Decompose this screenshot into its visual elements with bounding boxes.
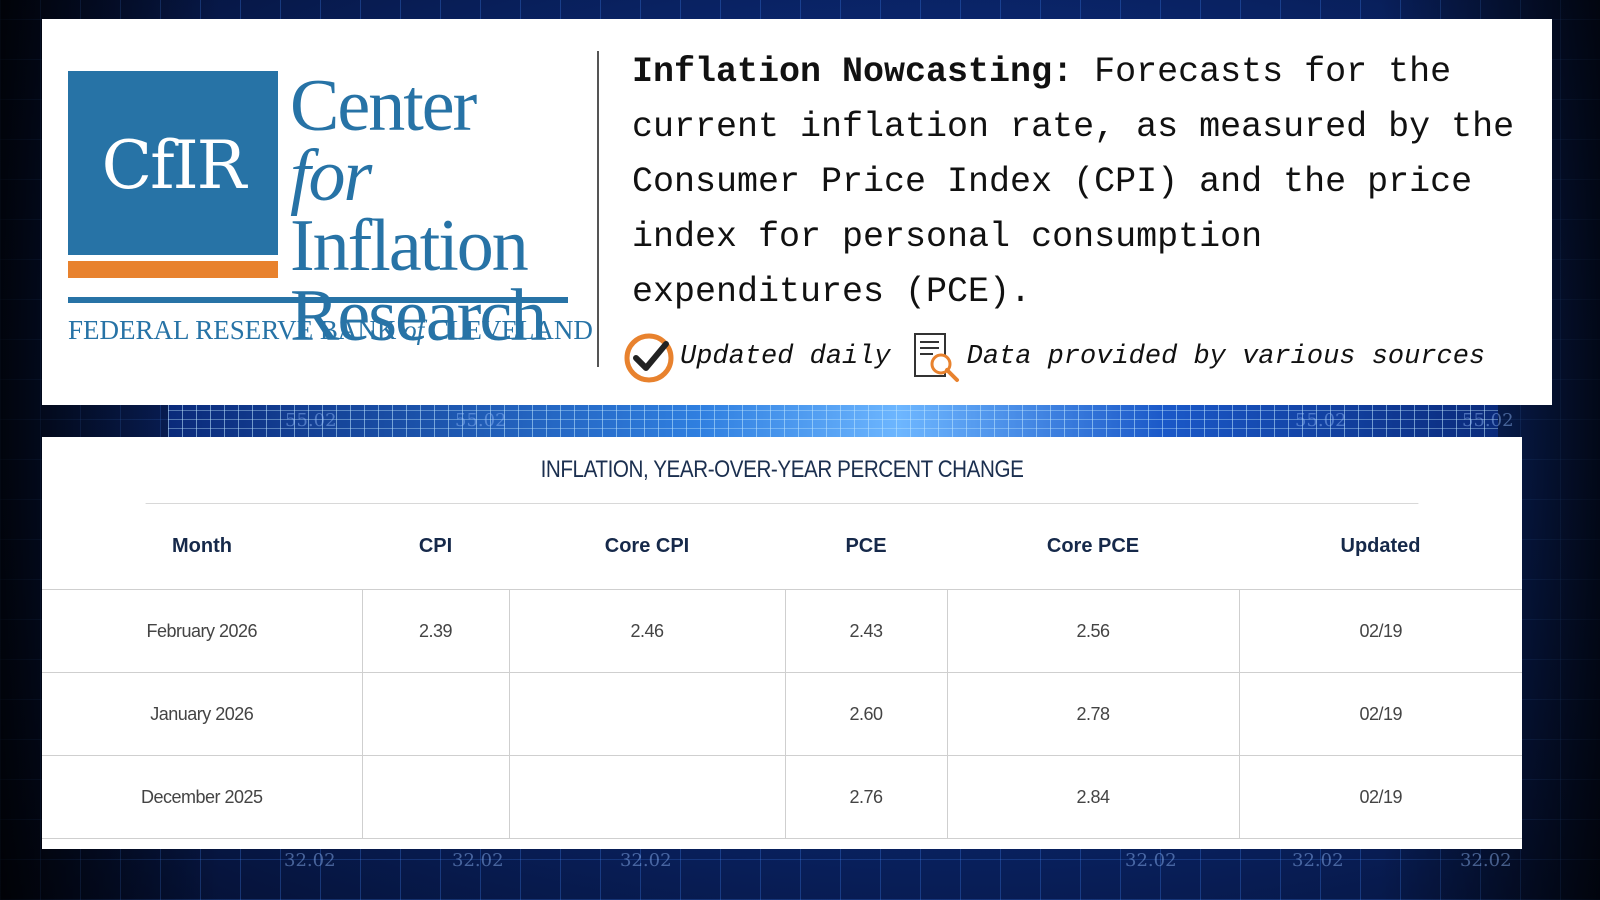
cfir-logo: CfIR Center for Inflation Research FEDER… xyxy=(68,69,593,371)
cell-core-pce: 2.56 xyxy=(947,589,1240,673)
description-text: Forecasts for the current inflation rate… xyxy=(632,52,1515,312)
cell-core-cpi xyxy=(509,755,786,839)
description-lead: Inflation Nowcasting: xyxy=(632,52,1074,92)
cell-pce: 2.60 xyxy=(785,672,948,756)
column-header-core-pce: Core PCE xyxy=(947,504,1239,590)
background-number: 32.02 xyxy=(452,850,504,871)
logo-word-research: Research xyxy=(290,275,547,357)
column-header-pce: PCE xyxy=(785,504,947,590)
cell-month: December 2025 xyxy=(42,755,363,839)
column-header-core-cpi: Core CPI xyxy=(509,504,785,590)
cell-core-pce: 2.78 xyxy=(947,672,1240,756)
column-header-cpi: CPI xyxy=(362,504,509,590)
logo-rule xyxy=(68,297,568,303)
document-search-icon xyxy=(913,333,959,382)
org-name-of: of xyxy=(403,315,425,345)
logo-org-line: FEDERAL RESERVE BANK of CLEVELAND xyxy=(68,315,593,346)
background-chart-strip xyxy=(168,404,1498,438)
column-header-updated: Updated xyxy=(1239,504,1522,590)
column-header-month: Month xyxy=(42,504,362,590)
badge-updated-label: Updated daily xyxy=(680,342,891,372)
description: Inflation Nowcasting: Forecasts for the … xyxy=(632,45,1532,320)
background-number: 55.02 xyxy=(1295,410,1347,431)
org-name-post: CLEVELAND xyxy=(430,315,593,345)
cell-core-cpi xyxy=(509,672,786,756)
logo-wordmark: Center for Inflation Research xyxy=(290,69,568,357)
header-card: CfIR Center for Inflation Research FEDER… xyxy=(42,19,1552,405)
inflation-table: Month CPI Core CPI PCE Core PCE Updated … xyxy=(42,504,1522,839)
cell-month: February 2026 xyxy=(42,589,363,673)
background-number: 32.02 xyxy=(620,850,672,871)
cell-cpi xyxy=(362,672,510,756)
background-number: 32.02 xyxy=(284,850,336,871)
logo-orange-bar xyxy=(68,261,278,278)
clock-check-icon xyxy=(624,333,674,383)
logo-square: CfIR xyxy=(68,71,278,255)
background-number: 55.02 xyxy=(1462,410,1514,431)
table-row: February 2026 2.39 2.46 2.43 2.56 02/19 xyxy=(42,589,1522,673)
cell-pce: 2.43 xyxy=(785,589,948,673)
logo-word-inflation: Inflation xyxy=(290,205,529,287)
table-row: January 2026 2.60 2.78 02/19 xyxy=(42,672,1522,756)
table-header-row: Month CPI Core CPI PCE Core PCE Updated xyxy=(42,504,1522,590)
background-number: 32.02 xyxy=(1125,850,1177,871)
cell-core-pce: 2.84 xyxy=(947,755,1240,839)
logo-word-center: Center xyxy=(290,65,477,147)
table-title: INFLATION, YEAR-OVER-YEAR PERCENT CHANGE xyxy=(145,437,1419,504)
logo-mark: CfIR xyxy=(101,127,247,204)
vertical-divider xyxy=(597,51,599,367)
inflation-table-card: INFLATION, YEAR-OVER-YEAR PERCENT CHANGE… xyxy=(42,437,1522,849)
cell-core-cpi: 2.46 xyxy=(509,589,786,673)
cell-month: January 2026 xyxy=(42,672,363,756)
table-row: December 2025 2.76 2.84 02/19 xyxy=(42,755,1522,839)
background-number: 55.02 xyxy=(285,410,337,431)
background-number: 32.02 xyxy=(1292,850,1344,871)
cell-cpi xyxy=(362,755,510,839)
cell-updated: 02/19 xyxy=(1239,589,1522,673)
cell-pce: 2.76 xyxy=(785,755,948,839)
cell-updated: 02/19 xyxy=(1239,755,1522,839)
logo-word-for: for xyxy=(290,135,372,217)
cell-updated: 02/19 xyxy=(1239,672,1522,756)
org-name-pre: FEDERAL RESERVE BANK xyxy=(68,315,397,345)
background-number: 32.02 xyxy=(1460,850,1512,871)
badge-sources-label: Data provided by various sources xyxy=(966,342,1486,372)
badges: Updated daily Data provided by various s… xyxy=(622,329,1485,385)
background-number: 55.02 xyxy=(455,410,507,431)
cell-cpi: 2.39 xyxy=(362,589,510,673)
